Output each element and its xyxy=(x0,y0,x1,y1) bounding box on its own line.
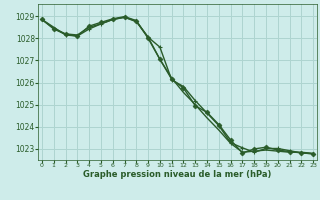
X-axis label: Graphe pression niveau de la mer (hPa): Graphe pression niveau de la mer (hPa) xyxy=(84,170,272,179)
